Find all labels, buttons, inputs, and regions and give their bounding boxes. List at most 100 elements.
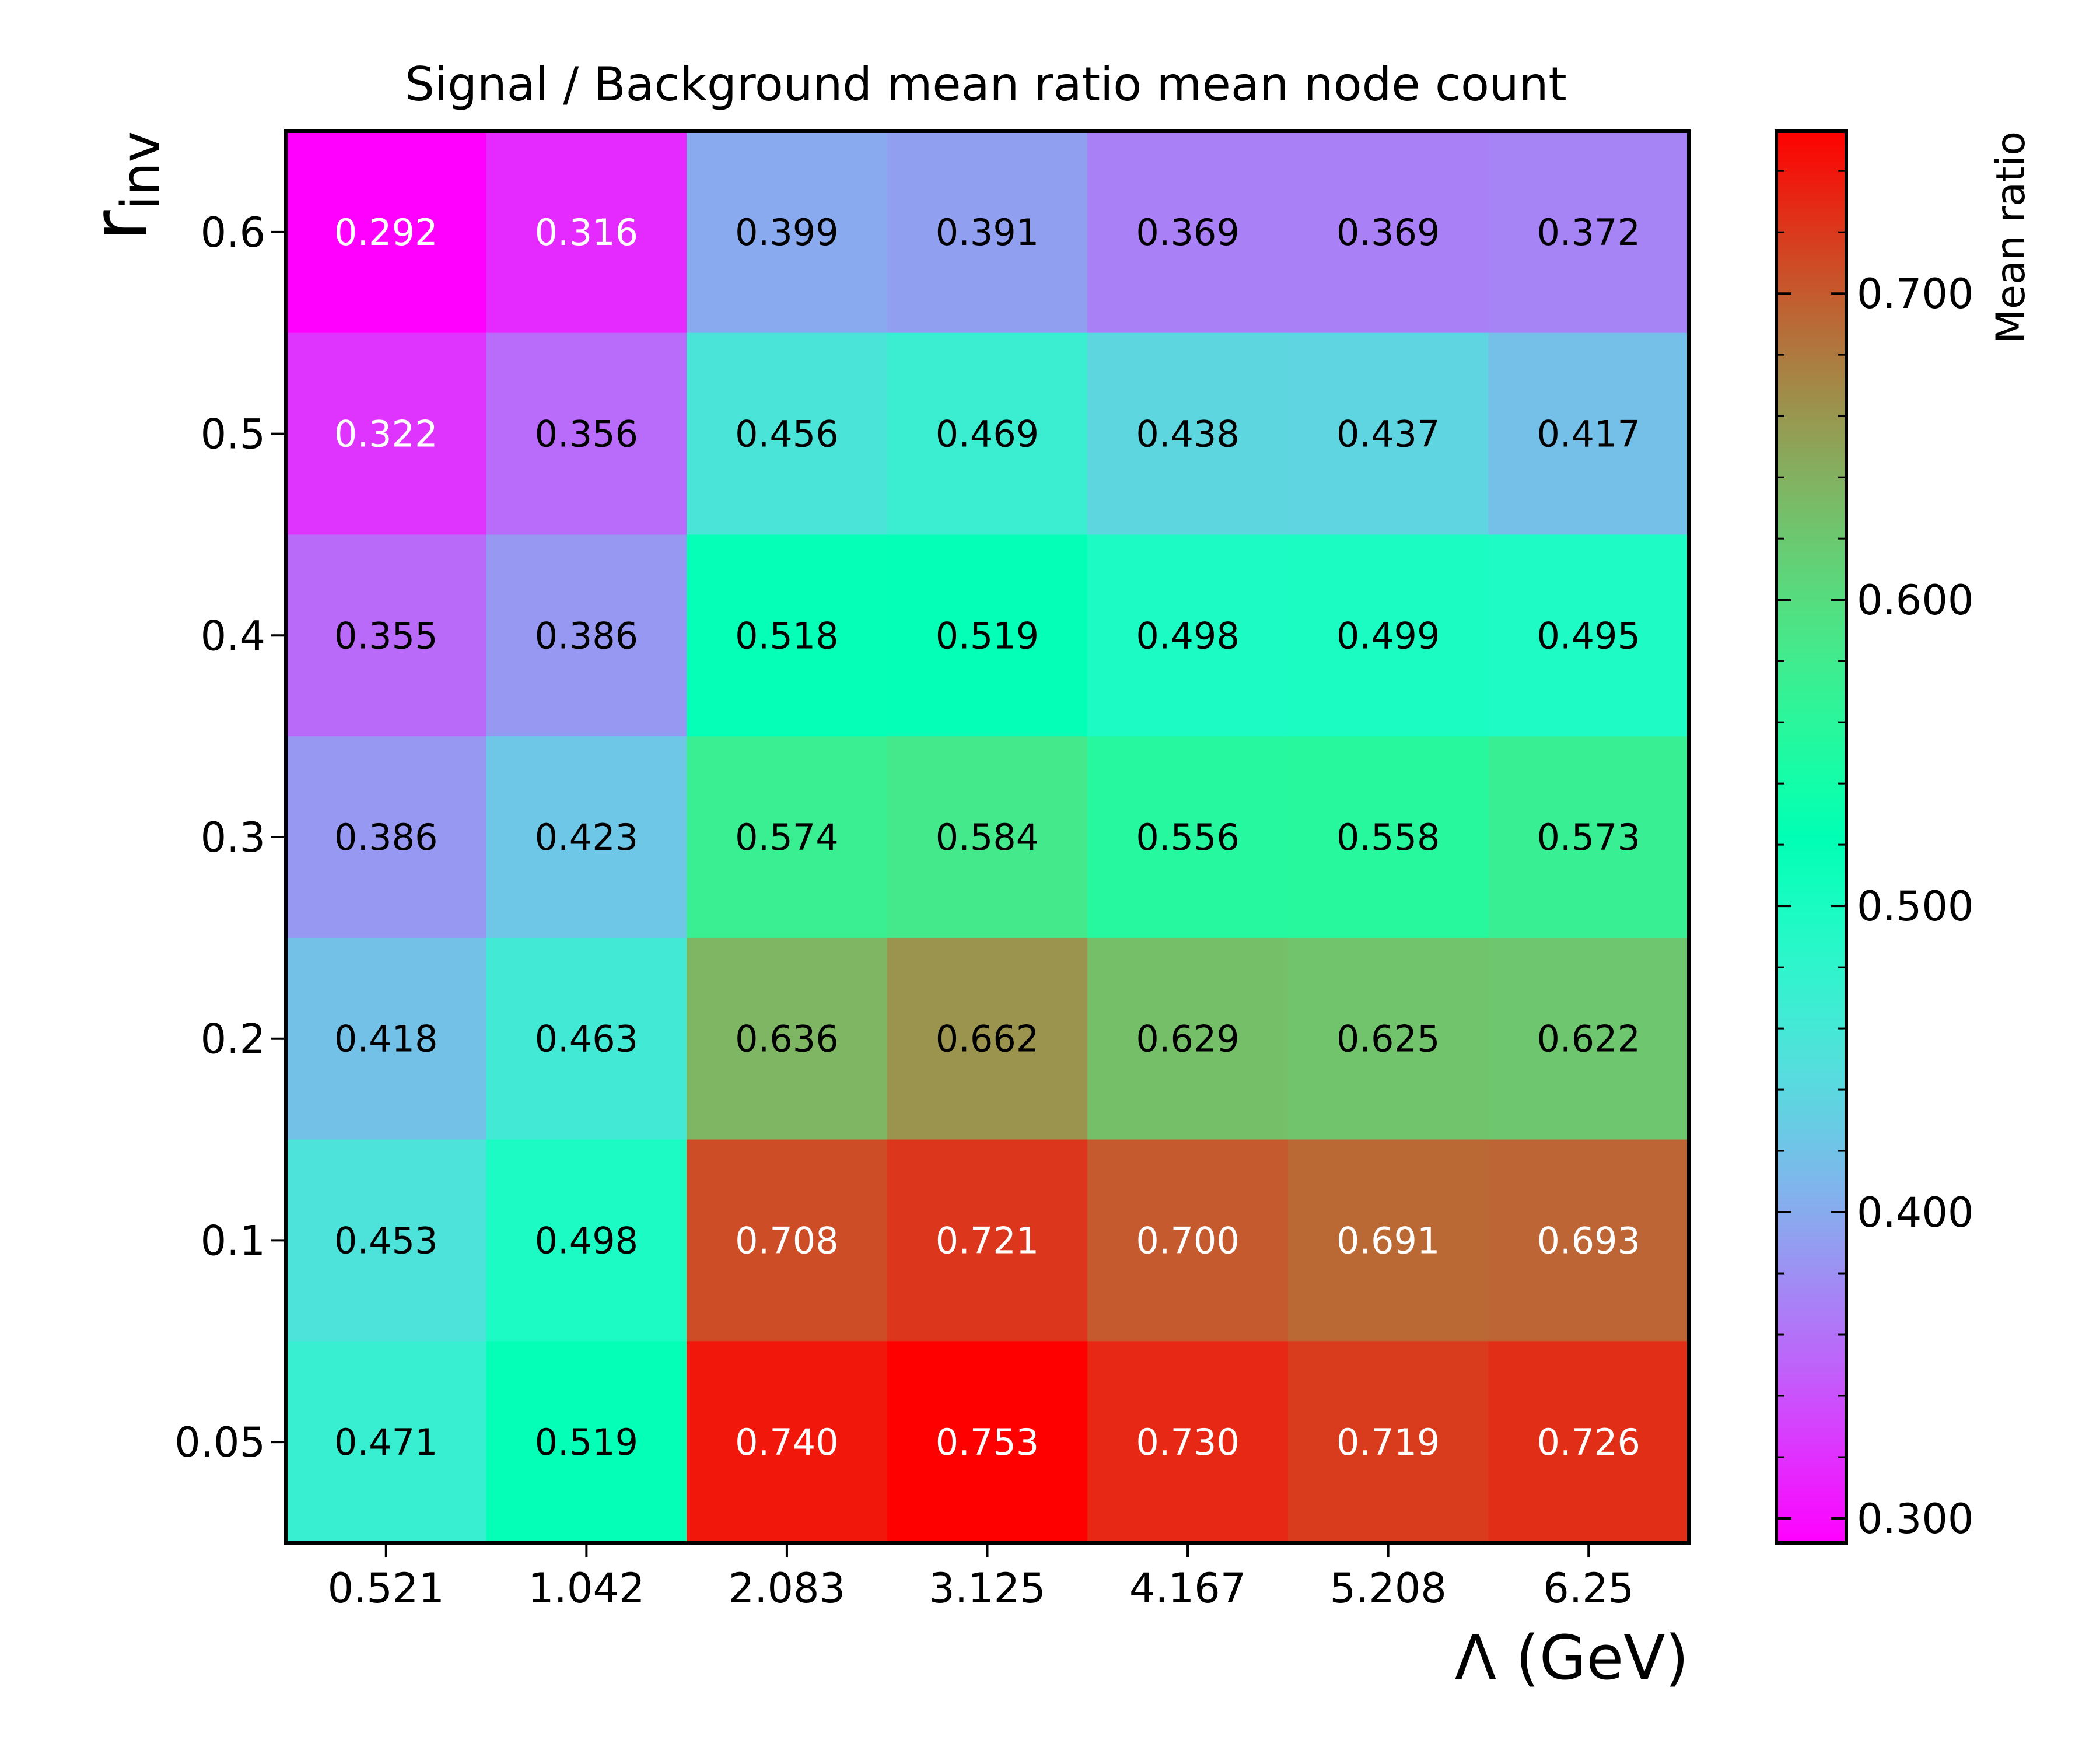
- heatmap-cell: [687, 937, 888, 1140]
- cell-value-label: 0.499: [1336, 614, 1440, 657]
- colorbar-tick-label: 0.500: [1857, 883, 1973, 930]
- x-tick-label: 3.125: [929, 1564, 1045, 1612]
- cell-value-label: 0.391: [936, 211, 1040, 254]
- cell-value-label: 0.418: [334, 1018, 438, 1060]
- cell-value-label: 0.636: [735, 1018, 839, 1060]
- colorbar: [1774, 130, 1848, 1545]
- heatmap-cell: [286, 534, 487, 737]
- cell-value-label: 0.753: [936, 1421, 1040, 1464]
- heatmap-cell: [1287, 131, 1489, 334]
- cell-value-label: 0.519: [535, 1421, 639, 1464]
- cell-value-label: 0.399: [735, 211, 839, 254]
- heatmap-cell: [1488, 937, 1689, 1140]
- y-axis-label-sub: inv: [110, 131, 172, 210]
- heatmap-cell: [887, 1139, 1088, 1342]
- heatmap-cell: [1087, 736, 1289, 939]
- cell-value-label: 0.574: [735, 816, 839, 859]
- cell-value-label: 0.471: [334, 1421, 438, 1464]
- heatmap-cell: [1287, 534, 1489, 737]
- heatmap-cell: [486, 937, 687, 1140]
- y-tick-label: 0.5: [201, 411, 265, 459]
- cell-value-label: 0.369: [1136, 211, 1240, 254]
- heatmap-cell: [1287, 937, 1489, 1140]
- cell-value-label: 0.438: [1136, 413, 1240, 456]
- cell-value-label: 0.622: [1536, 1018, 1640, 1060]
- cell-value-label: 0.719: [1336, 1421, 1440, 1464]
- colorbar-tick-label: 0.300: [1857, 1495, 1973, 1543]
- heatmap-cell: [687, 131, 888, 334]
- heatmap-cell: [1488, 736, 1689, 939]
- colorbar-tick-label: 0.700: [1857, 270, 1973, 318]
- cell-value-label: 0.693: [1536, 1219, 1640, 1262]
- cell-value-label: 0.519: [936, 614, 1040, 657]
- y-tick-label: 0.3: [201, 814, 265, 862]
- heatmap-cell: [286, 131, 487, 334]
- x-tick-label: 0.521: [328, 1564, 444, 1612]
- x-tick-label: 2.083: [729, 1564, 845, 1612]
- heatmap-cell: [1488, 534, 1689, 737]
- y-axis-label-main: r: [75, 210, 164, 242]
- y-tick-label: 0.6: [201, 209, 265, 257]
- y-tick-label: 0.1: [201, 1217, 265, 1265]
- cell-value-label: 0.556: [1136, 816, 1240, 859]
- cell-value-label: 0.629: [1136, 1018, 1240, 1060]
- heatmap-cell: [1488, 1139, 1689, 1342]
- colorbar-tick-label: 0.400: [1857, 1189, 1973, 1237]
- cell-value-label: 0.498: [1136, 614, 1240, 657]
- cell-value-label: 0.573: [1536, 816, 1640, 859]
- cell-value-label: 0.662: [936, 1018, 1040, 1060]
- cell-value-label: 0.292: [334, 211, 438, 254]
- cell-value-label: 0.386: [535, 614, 639, 657]
- cell-value-label: 0.386: [334, 816, 438, 859]
- x-tick-label: 6.25: [1543, 1564, 1634, 1612]
- heatmap-cell: [887, 131, 1088, 334]
- cell-value-label: 0.356: [535, 413, 639, 456]
- cell-value-label: 0.518: [735, 614, 839, 657]
- x-axis-ticks: 0.521 1.042 2.083 3.125 4.167 5.208 6.25: [328, 1543, 1634, 1612]
- heatmap-cell: [486, 332, 687, 536]
- heatmap-cell: [286, 332, 487, 536]
- heatmap-cell: [887, 332, 1088, 536]
- heatmap-cell: [887, 534, 1088, 737]
- heatmap-cell: [887, 937, 1088, 1140]
- heatmap-cell: [687, 736, 888, 939]
- heatmap-cell: [486, 736, 687, 939]
- cell-value-label: 0.316: [535, 211, 639, 254]
- heatmap-cell: [1087, 131, 1289, 334]
- heatmap-cell: [687, 534, 888, 737]
- y-tick-label: 0.4: [201, 612, 265, 660]
- heatmap-cell: [1087, 937, 1289, 1140]
- heatmap-cell: [887, 736, 1088, 939]
- cell-value-label: 0.437: [1336, 413, 1440, 456]
- cell-value-label: 0.463: [535, 1018, 639, 1060]
- cell-value-label: 0.372: [1536, 211, 1640, 254]
- cell-value-label: 0.355: [334, 614, 438, 657]
- heatmap-cell: [1488, 1341, 1689, 1544]
- cell-value-label: 0.691: [1336, 1219, 1440, 1262]
- colorbar-ticks: 0.300 0.400 0.500 0.600 0.700: [1776, 170, 1973, 1543]
- heatmap-cell: [1287, 332, 1489, 536]
- cell-value-label: 0.453: [334, 1219, 438, 1262]
- heatmap-cell: [1488, 332, 1689, 536]
- cell-value-label: 0.417: [1536, 413, 1640, 456]
- cell-value-label: 0.721: [936, 1219, 1040, 1262]
- cell-value-label: 0.726: [1536, 1421, 1640, 1464]
- heatmap-cell: [1287, 1139, 1489, 1342]
- x-axis-label: Λ (GeV): [1455, 1622, 1689, 1693]
- heatmap-cell: [1087, 1341, 1289, 1544]
- heatmap-cell: [687, 1139, 888, 1342]
- cell-value-label: 0.322: [334, 413, 438, 456]
- heatmap-cell: [486, 534, 687, 737]
- heatmap-cell: [486, 131, 687, 334]
- heatmap-cell: [1087, 534, 1289, 737]
- cell-value-label: 0.625: [1336, 1018, 1440, 1060]
- heatmap-cell: [887, 1341, 1088, 1544]
- cell-value-label: 0.456: [735, 413, 839, 456]
- heatmap-cell: [486, 1341, 687, 1544]
- heatmap-cell: [486, 1139, 687, 1342]
- cell-value-label: 0.369: [1336, 211, 1440, 254]
- cell-value-label: 0.730: [1136, 1421, 1240, 1464]
- heatmap-cell: [286, 736, 487, 939]
- cell-value-label: 0.558: [1336, 816, 1440, 859]
- heatmap-cell: [1087, 1139, 1289, 1342]
